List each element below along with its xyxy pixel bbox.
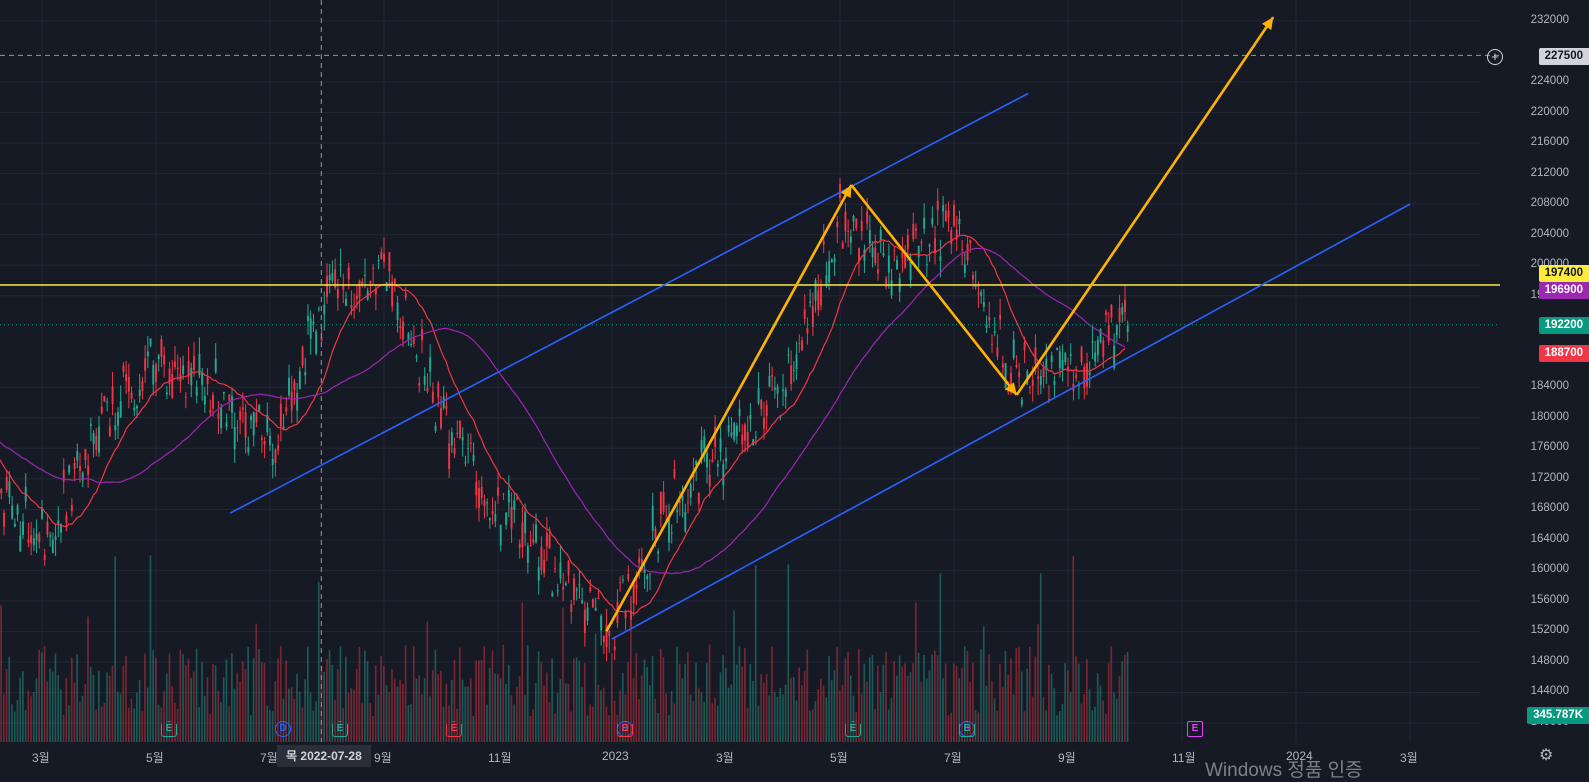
y-tick-label: 168000 xyxy=(1530,502,1569,515)
x-tick-label: 5월 xyxy=(146,751,164,765)
drawings xyxy=(0,0,1500,742)
y-tick-label: 164000 xyxy=(1530,532,1569,545)
moving-averages xyxy=(0,234,1126,615)
y-tick-label: 216000 xyxy=(1530,136,1569,149)
volume-tag: 345.787K xyxy=(1527,707,1589,724)
y-tick-label: 180000 xyxy=(1530,410,1569,423)
y-tick-label: 232000 xyxy=(1530,14,1569,26)
volume-bars xyxy=(0,555,1129,742)
crosshair-price-tag: 227500 xyxy=(1538,48,1589,65)
x-tick-label: 2023 xyxy=(602,749,629,763)
crosshair-date-label: 목 2022-07-28 xyxy=(277,745,371,767)
x-tick-label: 3월 xyxy=(1400,751,1418,765)
y-tick-label: 184000 xyxy=(1530,380,1569,393)
plus-circle-icon[interactable]: + xyxy=(1487,49,1503,65)
x-tick-label: 5월 xyxy=(830,751,848,765)
earnings-marker[interactable]: E xyxy=(845,721,861,737)
earnings-marker[interactable]: E xyxy=(446,721,462,737)
y-tick-label: 160000 xyxy=(1530,563,1569,576)
ma-red-price-tag: 188700 xyxy=(1538,345,1589,362)
x-tick-label: 9월 xyxy=(1058,751,1076,765)
candlesticks xyxy=(0,178,1129,662)
crosshair-day: 목 xyxy=(286,749,298,763)
y-tick-label: 148000 xyxy=(1530,654,1569,667)
x-tick-label: 7월 xyxy=(944,751,962,765)
earnings-marker[interactable]: E xyxy=(617,721,633,737)
gear-icon[interactable]: ⚙ xyxy=(1539,747,1554,764)
y-tick-label: 176000 xyxy=(1530,441,1569,454)
earnings-marker[interactable]: E xyxy=(161,721,177,737)
earnings-marker[interactable]: E xyxy=(959,721,975,737)
crosshair-date: 2022-07-28 xyxy=(300,749,362,763)
x-tick-label: 3월 xyxy=(32,751,50,765)
x-tick-label: 11월 xyxy=(1172,751,1196,765)
y-tick-label: 172000 xyxy=(1530,471,1569,484)
dividend-marker[interactable]: D xyxy=(275,721,291,737)
y-tick-label: 212000 xyxy=(1530,166,1569,179)
y-tick-label: 156000 xyxy=(1530,593,1569,606)
y-tick-label: 224000 xyxy=(1530,75,1569,88)
x-tick-label: 7월 xyxy=(260,751,278,765)
ma-purple-price-tag: 196900 xyxy=(1538,282,1589,299)
last-price-tag: 192200 xyxy=(1538,317,1589,334)
horizontal-line-price-tag: 197400 xyxy=(1538,265,1589,282)
x-tick-label: 9월 xyxy=(374,751,392,765)
earnings-marker[interactable]: E xyxy=(332,721,348,737)
x-tick-label: 3월 xyxy=(716,751,734,765)
y-tick-label: 204000 xyxy=(1530,227,1569,240)
x-tick-label: 11월 xyxy=(488,751,512,765)
earnings-marker[interactable]: E xyxy=(1187,721,1203,737)
y-tick-label: 220000 xyxy=(1530,105,1569,118)
x-tick-label: 2024 xyxy=(1286,749,1313,763)
windows-activation-watermark: Windows 정품 인증 xyxy=(1205,760,1363,781)
y-tick-label: 144000 xyxy=(1530,685,1569,698)
y-tick-label: 152000 xyxy=(1530,624,1569,637)
y-tick-label: 208000 xyxy=(1530,197,1569,210)
